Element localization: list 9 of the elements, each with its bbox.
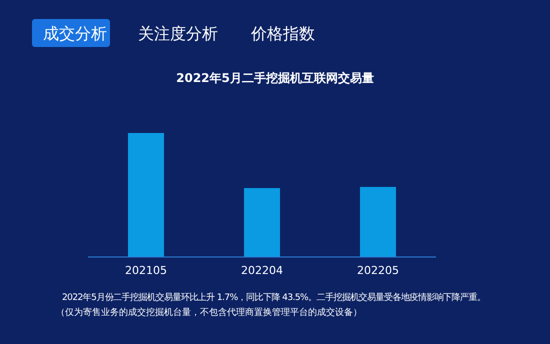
chart-title: 2022年5月二手挖掘机互联网交易量 [176,71,374,85]
x-tick-label: 202204 [241,264,283,277]
text: 成交分析 [43,24,107,43]
x-tick-label: 202205 [357,264,399,277]
text: 关注度分析 [138,24,218,43]
text: 价格指数 [250,24,315,43]
text: 2022年5月份二手挖掘机交易量环比上升 1.7%，同比下降 43.5%。二手挖掘机交易量受各地疫情影响下降严重。 [62,292,486,303]
x-tick-label: 202105 [125,264,167,277]
text: （仅为寄售业务的成交挖掘机台量，不包含代理商置换管理平台的成交设备） [56,307,362,318]
